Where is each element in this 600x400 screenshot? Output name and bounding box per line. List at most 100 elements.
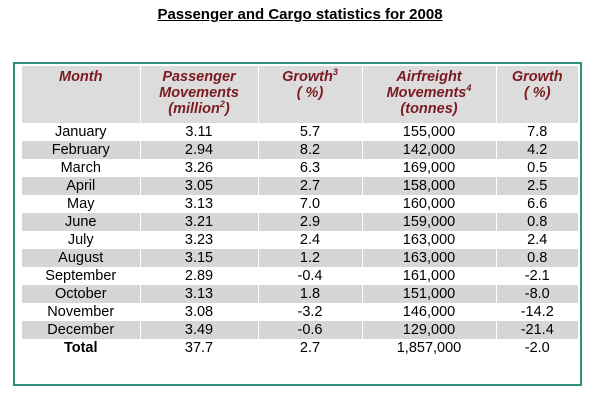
cell-growth-passengers: 2.9: [257, 213, 362, 231]
cell-passengers: 3.49: [139, 321, 258, 339]
cell-growth-cargo: 2.4: [495, 231, 578, 249]
cell-growth-passengers: 5.7: [257, 123, 362, 141]
cell-growth-passengers: 6.3: [257, 159, 362, 177]
table-row: March 3.26 6.3 169,000 0.5: [22, 159, 578, 177]
cell-growth-cargo: 4.2: [495, 141, 578, 159]
header-passenger-close: ): [224, 101, 230, 117]
cell-growth-cargo: 7.8: [495, 123, 578, 141]
cell-growth-passengers: 2.4: [257, 231, 362, 249]
cell-month: February: [22, 141, 140, 159]
cell-airfreight: 158,000: [361, 177, 496, 195]
header-growth2-line1: Growth: [511, 69, 563, 85]
cell-growth-passengers: -0.6: [257, 321, 362, 339]
table-row: January 3.11 5.7 155,000 7.8: [22, 123, 578, 141]
cell-month: October: [22, 285, 140, 303]
cell-passengers: 3.15: [139, 249, 258, 267]
header-passenger-line3: (million: [168, 101, 220, 117]
cell-growth-cargo: 0.8: [495, 213, 578, 231]
cell-passengers: 3.26: [139, 159, 258, 177]
cell-growth-cargo: -14.2: [495, 303, 578, 321]
footnote-marker: 4: [466, 83, 472, 94]
cell-airfreight: 163,000: [361, 249, 496, 267]
cell-growth-passengers: 2.7: [257, 177, 362, 195]
page-title: Passenger and Cargo statistics for 2008: [157, 6, 443, 23]
header-airfreight-line2: Movements: [386, 85, 467, 101]
cell-passengers: 2.89: [139, 267, 258, 285]
table-row: August 3.15 1.2 163,000 0.8: [22, 249, 578, 267]
cell-month: June: [22, 213, 140, 231]
cell-growth-passengers: -3.2: [257, 303, 362, 321]
table-row: October 3.13 1.8 151,000 -8.0: [22, 285, 578, 303]
cell-passengers: 3.11: [139, 123, 258, 141]
header-passenger-line2: Movements: [159, 85, 239, 101]
header-airfreight-line1: Airfreight: [396, 69, 462, 85]
table-row: April 3.05 2.7 158,000 2.5: [22, 177, 578, 195]
cell-airfreight: 146,000: [361, 303, 496, 321]
header-growth-cargo: Growth ( %): [495, 66, 578, 123]
cell-airfreight: 151,000: [361, 285, 496, 303]
cell-passengers: 3.21: [139, 213, 258, 231]
header-passenger-movements: Passenger Movements (million2): [139, 66, 258, 123]
cell-growth-cargo: 0.5: [495, 159, 578, 177]
cell-month: May: [22, 195, 140, 213]
cell-passengers: 3.13: [139, 195, 258, 213]
table-row: September 2.89 -0.4 161,000 -2.1: [22, 267, 578, 285]
cell-month: April: [22, 177, 140, 195]
header-growth1-line2: ( %): [296, 85, 324, 101]
header-month-label: Month: [59, 69, 103, 85]
table-row: July 3.23 2.4 163,000 2.4: [22, 231, 578, 249]
cell-airfreight: 169,000: [361, 159, 496, 177]
header-growth1-line1: Growth: [282, 69, 333, 85]
cell-passengers: 2.94: [139, 141, 258, 159]
footnote-marker: 3: [332, 67, 338, 78]
cell-growth-cargo: -21.4: [495, 321, 578, 339]
cell-total-airfreight: 1,857,000: [361, 339, 496, 357]
cell-growth-passengers: -0.4: [257, 267, 362, 285]
header-passenger-line1: Passenger: [162, 69, 236, 85]
cell-month: November: [22, 303, 140, 321]
cell-passengers: 3.23: [139, 231, 258, 249]
cell-total-growth-cargo: -2.0: [495, 339, 578, 357]
table-row: June 3.21 2.9 159,000 0.8: [22, 213, 578, 231]
cell-growth-passengers: 1.8: [257, 285, 362, 303]
header-airfreight-movements: Airfreight Movements4 (tonnes): [361, 66, 496, 123]
cell-total-label: Total: [22, 339, 140, 357]
cell-growth-cargo: 2.5: [495, 177, 578, 195]
cell-airfreight: 129,000: [361, 321, 496, 339]
cell-growth-cargo: 6.6: [495, 195, 578, 213]
cell-growth-passengers: 1.2: [257, 249, 362, 267]
cell-growth-cargo: -2.1: [495, 267, 578, 285]
cell-airfreight: 155,000: [361, 123, 496, 141]
header-growth2-line2: ( %): [523, 85, 551, 101]
table-row: May 3.13 7.0 160,000 6.6: [22, 195, 578, 213]
header-month: Month: [22, 66, 140, 123]
cell-month: March: [22, 159, 140, 177]
table-total-row: Total 37.7 2.7 1,857,000 -2.0: [22, 339, 578, 357]
table-row: November 3.08 -3.2 146,000 -14.2: [22, 303, 578, 321]
cell-month: July: [22, 231, 140, 249]
cell-airfreight: 160,000: [361, 195, 496, 213]
cell-airfreight: 163,000: [361, 231, 496, 249]
cell-month: January: [22, 123, 140, 141]
cell-growth-cargo: -8.0: [495, 285, 578, 303]
cell-month: December: [22, 321, 140, 339]
cell-month: September: [22, 267, 140, 285]
table-row: December 3.49 -0.6 129,000 -21.4: [22, 321, 578, 339]
cell-passengers: 3.08: [139, 303, 258, 321]
statistics-table: Month Passenger Movements (million2) Gro…: [22, 66, 578, 357]
cell-total-growth-passengers: 2.7: [257, 339, 362, 357]
header-airfreight-line3: (tonnes): [400, 101, 458, 117]
cell-airfreight: 142,000: [361, 141, 496, 159]
table-header-row: Month Passenger Movements (million2) Gro…: [22, 66, 578, 123]
header-growth-passenger: Growth3 ( %): [257, 66, 362, 123]
cell-total-passengers: 37.7: [139, 339, 258, 357]
cell-passengers: 3.13: [139, 285, 258, 303]
footnote-marker: 2: [219, 99, 225, 110]
cell-airfreight: 159,000: [361, 213, 496, 231]
cell-growth-passengers: 8.2: [257, 141, 362, 159]
cell-airfreight: 161,000: [361, 267, 496, 285]
cell-growth-passengers: 7.0: [257, 195, 362, 213]
cell-passengers: 3.05: [139, 177, 258, 195]
table-row: February 2.94 8.2 142,000 4.2: [22, 141, 578, 159]
cell-growth-cargo: 0.8: [495, 249, 578, 267]
